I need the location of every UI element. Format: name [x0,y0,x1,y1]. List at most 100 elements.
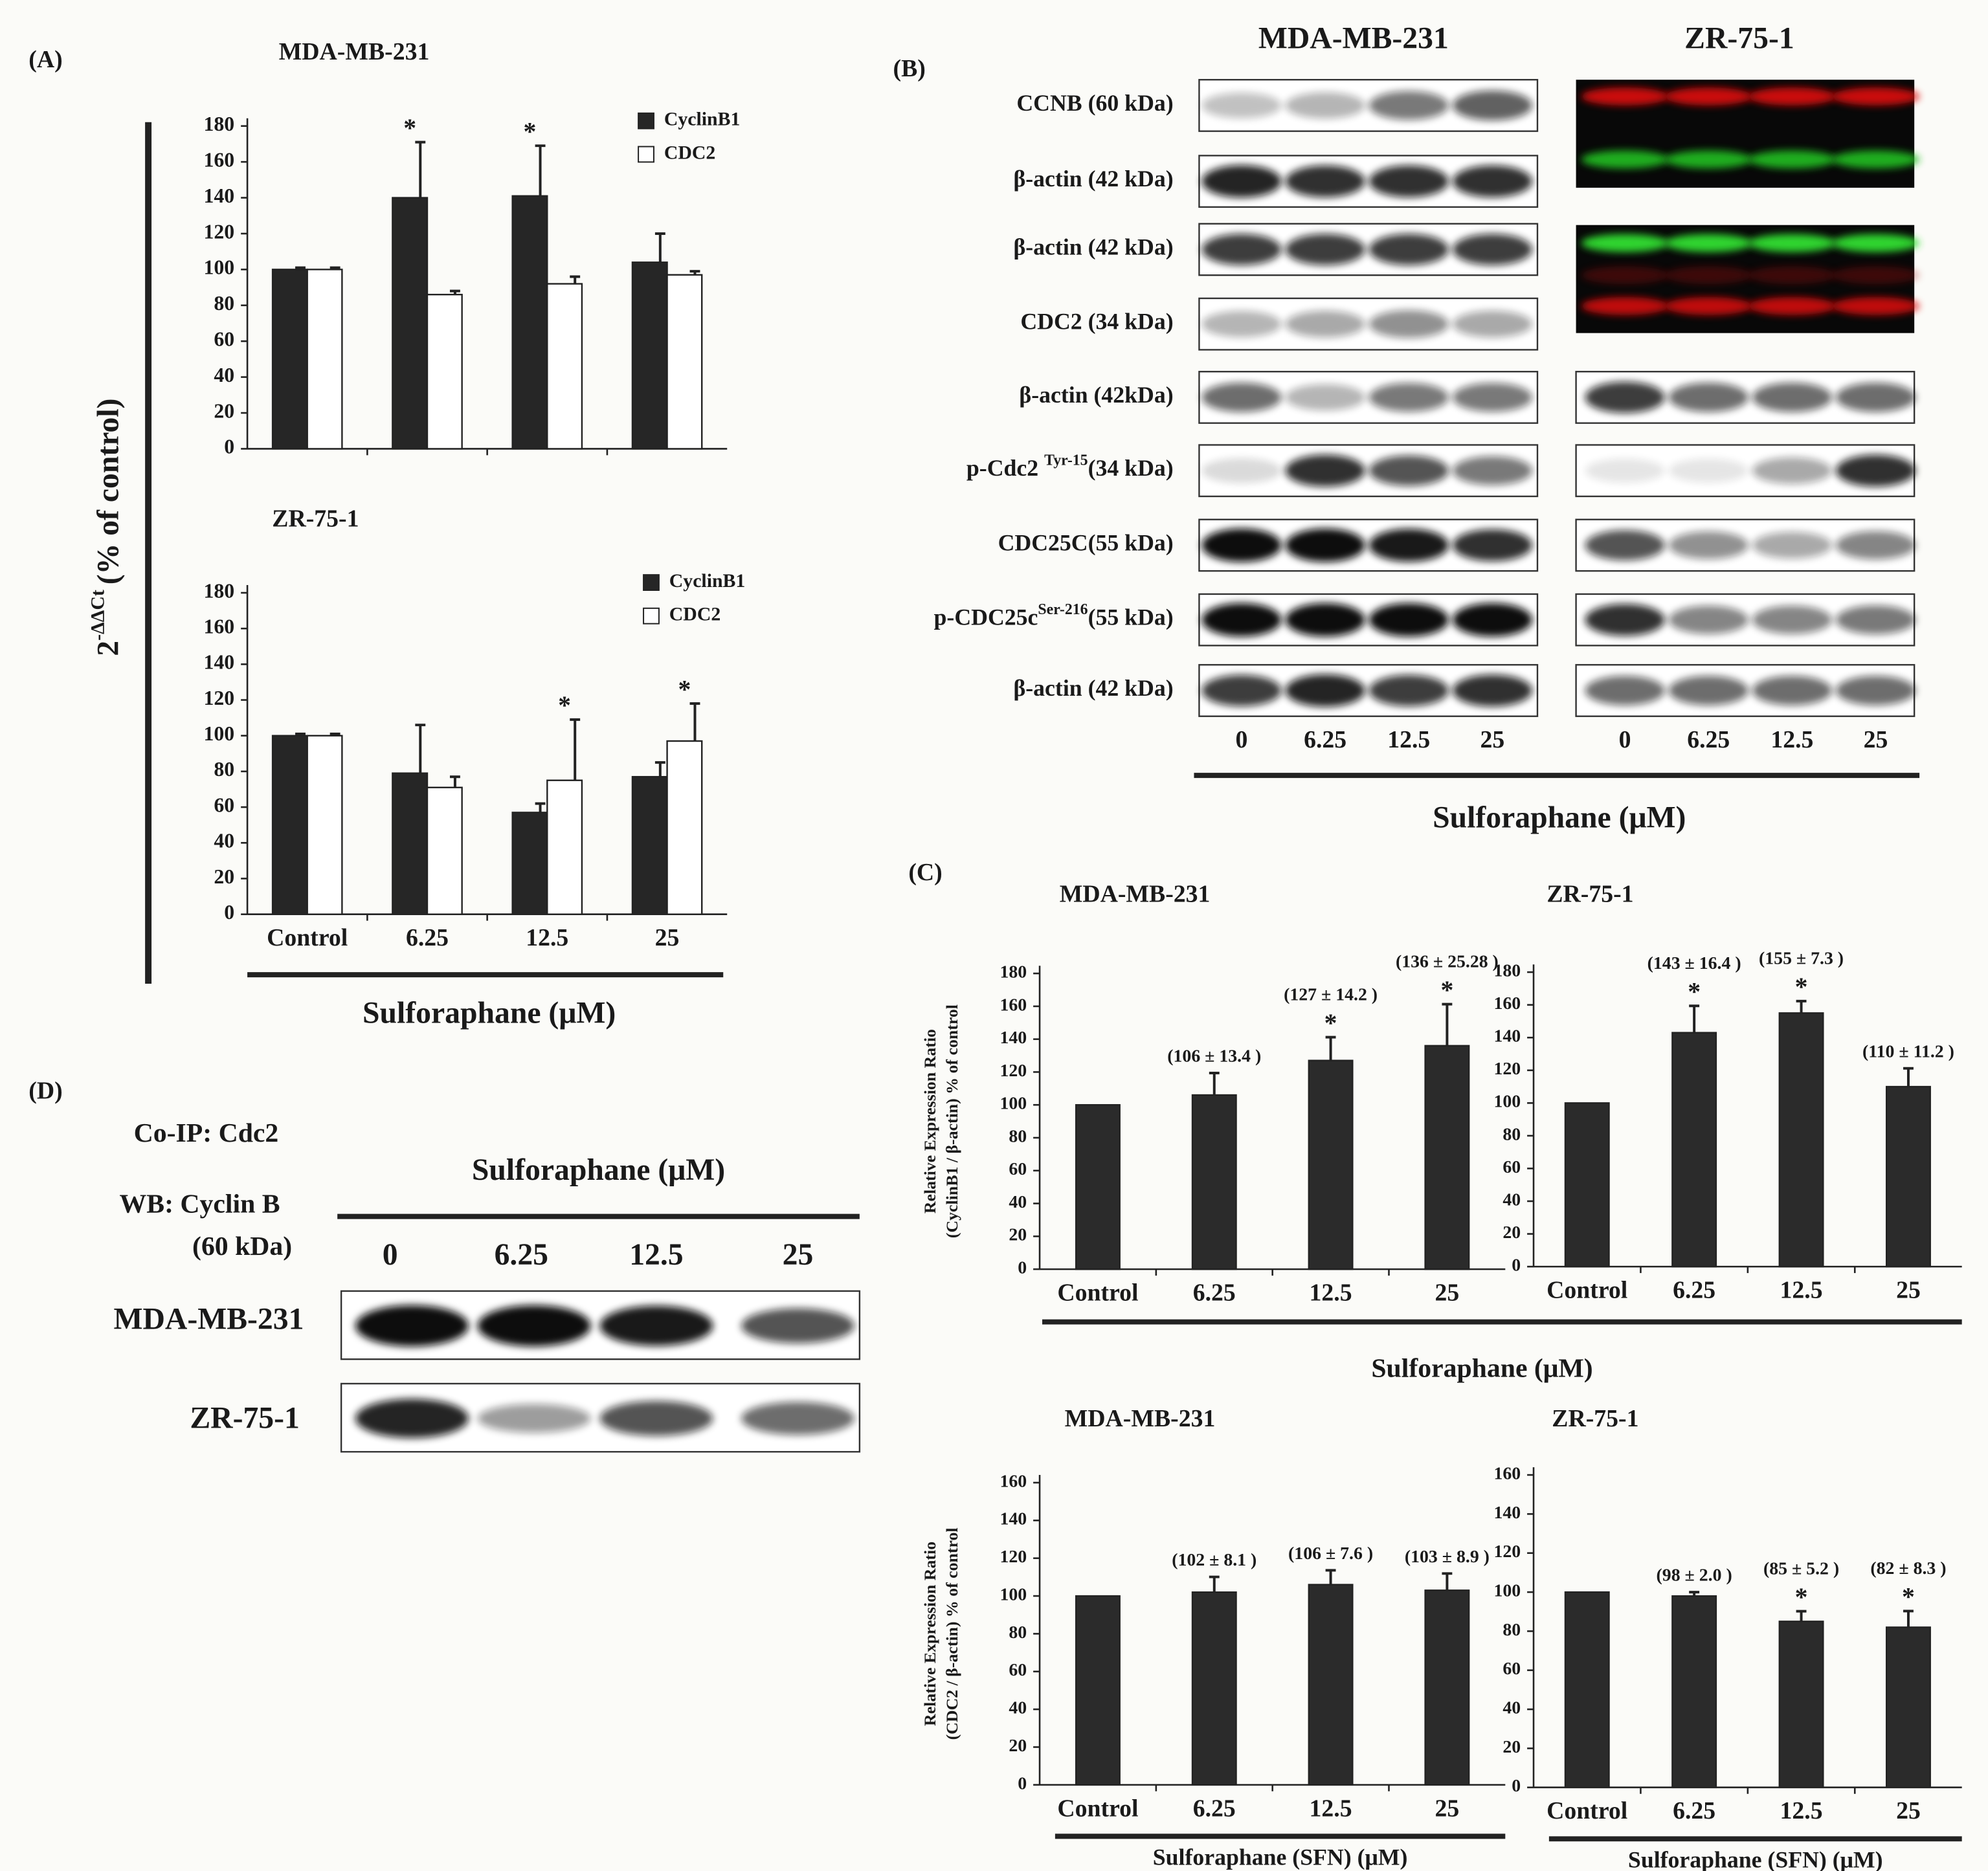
blot-band [1452,456,1533,485]
bar [631,776,668,915]
significance-star: * [1795,1583,1808,1611]
blot-band [355,1305,469,1347]
y-tick-label: 40 [1009,1192,1027,1212]
fluorescent-band [1581,87,1669,105]
bar [666,740,703,915]
bar [426,293,463,450]
x-tick-label: 6.25 [1193,1795,1236,1822]
x-tick-label: Control [1547,1277,1627,1304]
fluorescent-band [1748,234,1836,252]
row-label-text: CDC2 (34 kDa) [1020,309,1173,335]
blot-band [1368,529,1449,562]
x-tick-label: Control [267,924,348,951]
value-label: (82 ± 8.3 ) [1870,1558,1946,1578]
dose-label: 12.5 [629,1238,683,1272]
blot-band [1585,381,1665,414]
bar [1308,1059,1354,1270]
y-tick-label: 140 [1000,1028,1027,1048]
y-tick-label: 0 [224,901,234,924]
blot-band [1835,454,1916,487]
blot-band [1585,604,1665,636]
blot-band [1452,603,1533,637]
blot-band [1285,165,1365,197]
y-label-base: 2 [91,641,125,656]
blot-band [599,1305,713,1346]
y-tick-label: 60 [214,327,234,350]
x-tick-label: 25 [1896,1277,1921,1304]
bar [666,274,703,450]
fluorescent-band [1831,234,1920,252]
bar [1778,1012,1824,1268]
fluorescent-band [1831,87,1920,105]
blot-band [1835,676,1916,705]
y-tick-label: 80 [1009,1126,1027,1146]
bar [306,735,343,915]
value-label: (85 ± 5.2 ) [1763,1558,1839,1578]
row-label: CDC25C(55 kDa) [998,530,1174,556]
x-tick-label: 25 [1435,1279,1460,1307]
row-label: p-Cdc2 Tyr-15(34 kDa) [966,452,1174,482]
significance-star: * [524,117,537,146]
row-label: β-actin (42 kDa) [1013,166,1173,192]
dose-label: 12.5 [1770,726,1813,753]
bar [306,269,343,450]
legend-swatch [643,607,660,625]
x-axis-label: Sulforaphane (μM) [472,1153,725,1187]
significance-star: * [1795,973,1808,1001]
y-tick-label: 60 [214,793,234,816]
fluorescent-band [1748,266,1836,285]
y-tick-label: 80 [214,758,234,781]
bar [392,772,429,915]
dose-label: 6.25 [1687,726,1730,753]
bar [1191,1591,1237,1786]
column-title: ZR-75-1 [1684,22,1794,56]
blot-band [599,1400,713,1436]
blot-band [477,1305,591,1347]
significance-star: * [403,114,416,142]
row-label-tail: (55 kDa) [1088,604,1174,630]
y-tick-label: 120 [1000,1547,1027,1567]
fluorescent-band [1664,296,1752,315]
y-tick-label: 160 [1000,1471,1027,1491]
value-label: (106 ± 13.4 ) [1167,1046,1261,1067]
y-tick-label: 100 [1000,1584,1027,1604]
blot-band [1368,165,1449,197]
significance-star: * [558,691,571,720]
x-axis-label: Sulforaphane (SFN) (μM) [1628,1846,1883,1871]
bar [271,269,308,450]
chart-title: MDA-MB-231 [279,38,430,65]
x-tick-label: 6.25 [406,924,449,951]
x-tick-label: 25 [1435,1795,1460,1822]
blot-band [1752,676,1832,705]
y-tick-label: 160 [1493,993,1521,1013]
blot-band [1201,93,1282,118]
bar [631,261,668,450]
blot-band [1752,531,1832,559]
y-tick-label: 0 [224,436,234,458]
x-tick-label: 12.5 [526,924,568,951]
x-tick-label: 6.25 [1193,1279,1236,1307]
y-tick-label: 120 [204,687,235,709]
blot-band [1285,311,1365,338]
blot-band [1585,530,1665,560]
blot-band [1201,382,1282,412]
value-label: (98 ± 2.0 ) [1657,1566,1732,1586]
bar [426,786,463,915]
chart-title: MDA-MB-231 [1060,881,1211,908]
y-tick-label: 20 [1009,1736,1027,1756]
fluorescent-band [1581,234,1669,252]
row-label: CCNB (60 kDa) [1016,90,1173,116]
blot-band [1668,382,1748,412]
value-label: (136 ± 25.28 ) [1396,951,1499,971]
y-tick-label: 120 [204,220,235,243]
y-tick-label: 180 [204,113,235,135]
significance-star: * [1440,976,1453,1004]
x-tick-label: 12.5 [1780,1277,1823,1304]
y-tick-label: 100 [204,256,235,279]
bar [1885,1085,1931,1268]
bar [1778,1621,1824,1789]
blot-band [355,1399,469,1438]
y-tick-label: 20 [1009,1225,1027,1245]
wb-size-label: (60 kDa) [192,1232,292,1261]
significance-star: * [1902,1583,1915,1611]
